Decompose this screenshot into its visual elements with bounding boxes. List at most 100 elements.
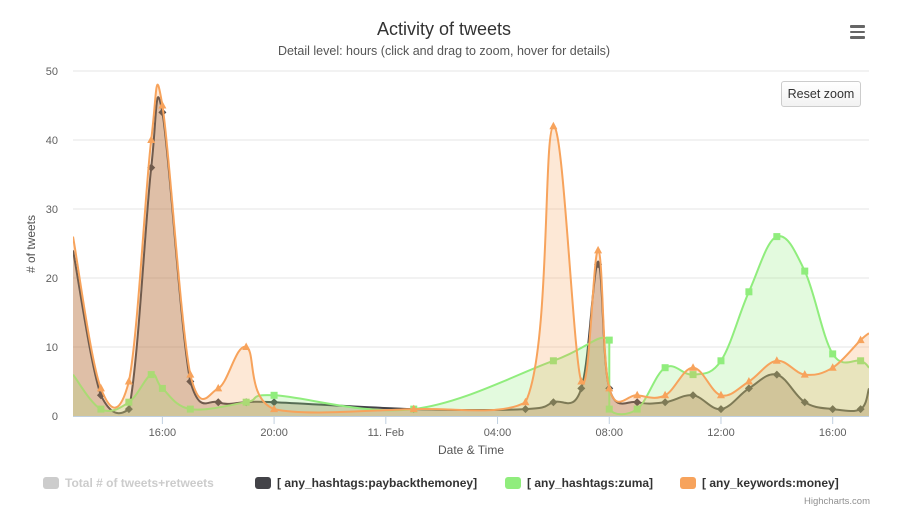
data-point-paybackthemoney (270, 398, 279, 407)
legend-item-money[interactable]: [ any_keywords:money] (680, 474, 839, 492)
data-point-zuma (158, 384, 166, 392)
data-point-money (800, 370, 809, 378)
data-point-money (242, 342, 251, 350)
y-tick-label: 30 (46, 204, 58, 216)
legend: Total # of tweets+retweets [ any_hashtag… (0, 474, 904, 492)
data-point-money (661, 390, 670, 399)
data-point-money (521, 397, 530, 406)
series-line-paybackthemoney (73, 96, 869, 415)
data-point-zuma (97, 405, 105, 413)
y-tick-label: 10 (46, 342, 58, 354)
legend-swatch-money (680, 477, 696, 489)
data-point-paybackthemoney (716, 405, 725, 414)
data-point-money (96, 383, 105, 392)
series-line-zuma (73, 235, 869, 416)
x-tick-label: 08:00 (595, 427, 623, 439)
data-point-zuma (661, 364, 669, 372)
y-tick-label: 50 (46, 66, 58, 78)
x-tick-label: 11. Feb (368, 427, 405, 439)
data-point-paybackthemoney (689, 391, 698, 400)
data-point-paybackthemoney (744, 384, 753, 393)
data-point-zuma (857, 357, 865, 365)
data-point-money (214, 383, 223, 392)
data-point-paybackthemoney (800, 398, 809, 407)
y-tick-label: 0 (52, 411, 58, 423)
data-point-money (856, 335, 865, 344)
data-point-money (186, 370, 195, 378)
data-point-paybackthemoney (772, 370, 781, 379)
data-point-money (689, 363, 698, 371)
x-tick-label: 16:00 (819, 427, 847, 439)
chart-menu-button[interactable] (846, 22, 868, 42)
legend-swatch-paybackthemoney (255, 477, 271, 489)
data-point-money (772, 356, 781, 364)
data-point-paybackthemoney (521, 405, 530, 414)
series-area-money (73, 84, 869, 416)
credits-link[interactable]: Highcharts.com (804, 496, 870, 507)
legend-swatch-zuma (505, 477, 521, 489)
data-point-zuma (147, 371, 155, 379)
data-point-money (124, 377, 133, 385)
y-tick-label: 40 (46, 135, 58, 147)
x-tick-label: 12:00 (707, 427, 735, 439)
data-point-zuma (186, 405, 194, 413)
legend-label-zuma: [ any_hashtags:zuma] (527, 476, 654, 490)
grid (73, 70, 869, 348)
data-point-paybackthemoney (856, 405, 865, 414)
data-point-zuma (745, 288, 753, 296)
chart-subtitle: Detail level: hours (click and drag to z… (278, 44, 610, 58)
series-zuma (73, 233, 869, 416)
x-tick-label: 20:00 (260, 427, 288, 439)
data-point-zuma (689, 371, 697, 379)
data-point-zuma (549, 357, 557, 365)
legend-label-total: Total # of tweets+retweets (65, 476, 214, 490)
data-point-money (577, 377, 586, 385)
data-point-zuma (270, 391, 278, 399)
data-point-zuma (125, 398, 133, 406)
data-point-zuma (801, 267, 809, 275)
data-point-money (605, 383, 614, 392)
data-point-money (828, 363, 837, 371)
x-axis: 16:00 20:00 11. Feb 04:00 08:00 12:00 16:00 (73, 416, 869, 439)
series-area-paybackthemoney (73, 97, 869, 416)
reset-zoom-button[interactable]: Reset zoom (781, 81, 861, 107)
data-point-paybackthemoney (661, 398, 670, 407)
data-point-zuma (717, 357, 725, 365)
data-point-zuma (242, 398, 250, 406)
y-axis-title: # of tweets (24, 215, 38, 273)
data-point-zuma (605, 405, 613, 413)
data-point-paybackthemoney (124, 405, 133, 414)
data-point-zuma (633, 405, 641, 413)
data-point-money (716, 390, 725, 399)
data-point-zuma (773, 233, 781, 241)
data-point-money (594, 245, 603, 254)
x-axis-title: Date & Time (438, 443, 504, 457)
legend-label-money: [ any_keywords:money] (702, 476, 839, 490)
data-point-paybackthemoney (577, 384, 586, 393)
data-point-money (744, 377, 753, 385)
legend-label-paybackthemoney: [ any_hashtags:paybackthemoney] (277, 476, 478, 490)
series-area-zuma (73, 236, 869, 416)
chart-title: Activity of tweets (377, 19, 511, 39)
x-tick-label: 16:00 (149, 427, 177, 439)
legend-item-total[interactable]: Total # of tweets+retweets (43, 474, 214, 492)
data-point-money (549, 121, 558, 130)
series-layer[interactable] (73, 83, 869, 416)
data-point-paybackthemoney (549, 398, 558, 407)
data-point-money (633, 390, 642, 399)
legend-swatch-total (43, 477, 59, 489)
legend-item-zuma[interactable]: [ any_hashtags:zuma] (505, 474, 653, 492)
data-point-zuma (829, 350, 837, 358)
data-point-money (270, 404, 279, 413)
legend-item-paybackthemoney[interactable]: [ any_hashtags:paybackthemoney] (255, 474, 477, 492)
data-point-money (409, 404, 418, 413)
x-tick-label: 04:00 (484, 427, 512, 439)
data-point-paybackthemoney (633, 398, 642, 407)
data-point-zuma (605, 336, 613, 344)
data-point-money (158, 101, 167, 109)
data-point-paybackthemoney (828, 405, 837, 414)
series-money (73, 83, 869, 416)
y-axis: 0 10 20 30 40 50 (46, 66, 58, 423)
data-point-money (147, 135, 156, 143)
